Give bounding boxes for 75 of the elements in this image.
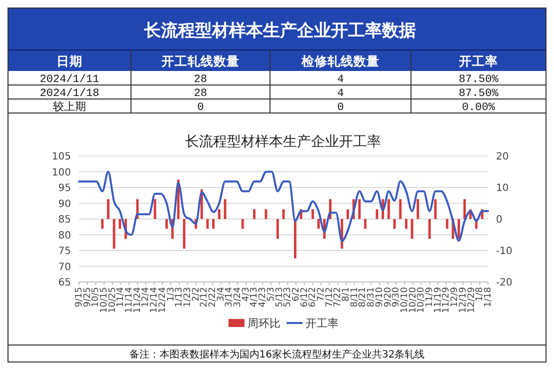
text: 28: [194, 74, 208, 86]
bar: [364, 219, 366, 229]
bar: [458, 219, 460, 239]
text: 长流程型材样本生产企业开工率数据: [143, 21, 416, 41]
bar: [112, 219, 116, 249]
bar: [405, 219, 408, 229]
category-label: 2024/1/11: [40, 74, 100, 86]
bar: [399, 199, 402, 219]
y-tick-label: 90: [58, 198, 71, 210]
line-series: [78, 170, 489, 242]
text: 备注：本图表数据样本为国内16家长流程型材生产企业共32条轧线: [129, 348, 425, 360]
x-tick-label: 10/25: [108, 287, 118, 313]
bar: [212, 219, 215, 229]
text: 87.50%: [458, 88, 498, 100]
text: 0: [197, 102, 204, 114]
bar: [312, 209, 314, 219]
x-tick-label: 8/1: [342, 287, 352, 302]
text: 4: [337, 88, 344, 100]
bar: [107, 199, 110, 219]
y2-tick-label: -10: [496, 246, 512, 257]
text: 4: [337, 74, 344, 86]
bar: [241, 219, 244, 229]
y2-tick-label: 0: [496, 214, 502, 226]
bar: [294, 219, 296, 258]
bar: [317, 219, 320, 229]
bar: [224, 199, 226, 219]
category-label: 开工轧线数量: [160, 54, 240, 68]
category-label: 2024/1/18: [40, 88, 100, 100]
bar: [446, 219, 448, 229]
y-tick-label: 85: [58, 214, 71, 226]
category-label: 日期: [56, 54, 82, 68]
y-tick-label: 75: [58, 246, 71, 257]
category-label: 较上期: [53, 102, 86, 114]
x-tick-label: 1/18: [483, 286, 494, 308]
legend-label: 开工率: [306, 317, 338, 330]
bar: [253, 209, 256, 219]
y-tick-label: 70: [58, 262, 71, 273]
bar: [218, 209, 220, 219]
x-tick-label: 1/23: [182, 287, 193, 308]
bar: [118, 219, 122, 229]
y-tick-label: 65: [58, 278, 71, 288]
bar: [165, 219, 168, 229]
legend-label: 周环比: [248, 317, 280, 330]
bar: [182, 219, 186, 249]
x-tick-label: 3/4: [216, 286, 226, 302]
x-tick-label: 12/24: [158, 286, 168, 313]
y2-tick-label: 20: [496, 152, 509, 162]
bar: [434, 199, 437, 219]
chart-title: 长流程型材样本生产企业开工率: [185, 134, 381, 150]
text: 0.00%: [462, 102, 496, 114]
bar: [428, 219, 431, 239]
y-tick-label: 95: [58, 183, 71, 194]
x-tick-label: 12/19: [458, 286, 468, 313]
y2-tick-label: -20: [496, 278, 512, 288]
x-tick-label: 11/4: [116, 286, 126, 308]
bar: [463, 199, 466, 219]
x-tick-label: 10/10: [400, 286, 410, 313]
bar: [101, 219, 104, 229]
y-tick-label: 80: [58, 230, 71, 242]
y-tick-label: 100: [52, 167, 71, 178]
x-tick-label: 9/15: [74, 287, 84, 308]
x-tick-label: 9/10: [374, 286, 385, 308]
bar: [387, 199, 390, 219]
text: 87.50%: [458, 74, 498, 86]
bar: [276, 219, 279, 239]
text: 0: [337, 102, 344, 114]
y2-tick-label: 10: [496, 183, 509, 194]
category-label: 开工率: [458, 54, 498, 68]
y-tick-label: 105: [52, 152, 71, 162]
x-tick-label: 6/2: [291, 287, 302, 302]
bar: [416, 199, 420, 219]
category-label: 检修轧线数量: [300, 54, 380, 68]
x-tick-label: 5/3: [266, 287, 276, 302]
text: 28: [194, 88, 208, 100]
bar: [346, 209, 349, 219]
